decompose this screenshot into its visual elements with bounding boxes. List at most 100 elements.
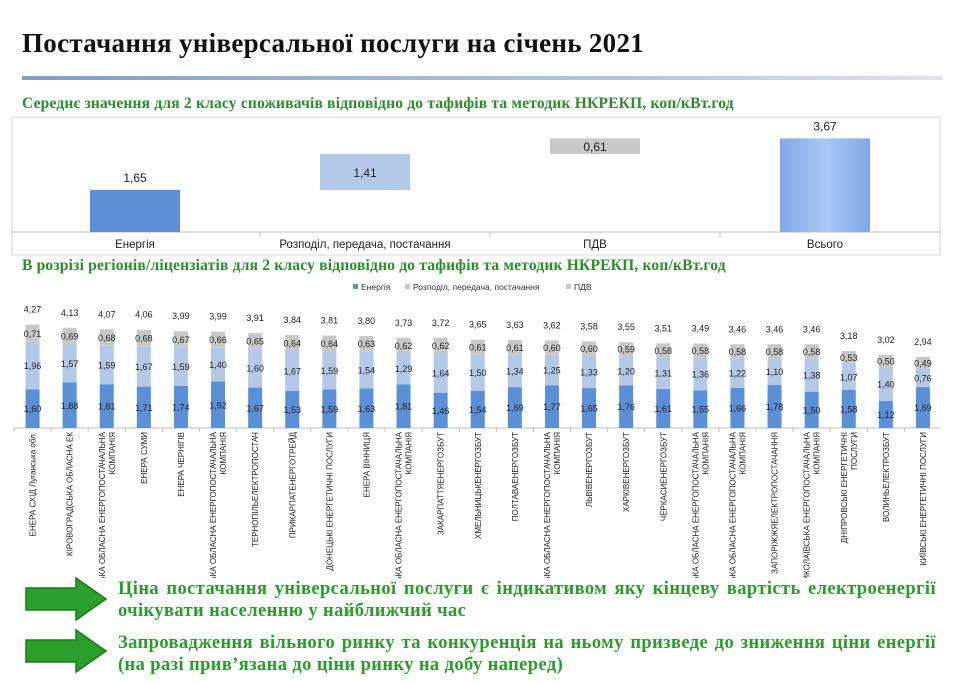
- bar-segment-vat: [285, 335, 300, 351]
- category-label-group: ПОЛТАВАЕНЕРГОЗБУТ: [511, 432, 520, 521]
- bar-segment-distribution: [841, 363, 856, 390]
- category-label-group: ХЕРСОНСЬКА ОБЛАСНА ЕНЕРГОПОСТАЧАЛЬНА КОМП…: [209, 431, 228, 578]
- data-label: 1,69: [506, 403, 524, 413]
- chart-frame: [11, 116, 941, 256]
- category-label-group: КИЇВСЬКА ОБЛАСНА ЕНЕРГОПОСТАЧАЛЬНА КОМПАН…: [728, 431, 747, 578]
- data-label: 1,65: [123, 171, 147, 185]
- total-label: 3,18: [840, 331, 858, 341]
- subtitle-average: Середнє значення для 2 класу споживачів …: [22, 95, 734, 112]
- bar-segment-distribution: [544, 354, 559, 386]
- bar-1: [320, 153, 410, 190]
- bar-segment-distribution: [322, 351, 337, 390]
- data-label: 1,50: [469, 368, 487, 378]
- subtitle-regions: В розрізі регіонів/ліцензіатів для 2 кла…: [22, 257, 726, 274]
- legend-swatch: [353, 284, 358, 289]
- arrow-right-icon: [25, 628, 108, 674]
- title-divider: [22, 76, 942, 80]
- data-label: 1,07: [840, 372, 858, 382]
- category-label: Розподіл, передача, постачання: [279, 239, 450, 251]
- data-label: 0,58: [654, 346, 672, 356]
- data-label: 0,63: [358, 339, 376, 349]
- category-label-group: ДНІПРОВСЬКІ ЕНЕРГЕТИЧНІ ПОСЛУГИ: [840, 432, 859, 543]
- bar-segment-distribution: [693, 357, 708, 391]
- bar-segment-distribution: [730, 358, 745, 388]
- category-label-group: ЖИТОМИРСЬКА ОБЛАСНА ЕНЕРГОПОСТАЧАЛЬНА КОМ…: [98, 431, 117, 578]
- total-label: 4,07: [98, 309, 116, 319]
- total-label: 3,63: [506, 320, 524, 330]
- category-label: КОМПАНІЯ: [701, 432, 710, 475]
- category-label-group: ЗАКАРПАТТЯЕНЕРГОЗБУТ: [437, 432, 446, 535]
- data-label: 1,76: [617, 402, 635, 412]
- total-label: 4,13: [61, 308, 79, 318]
- data-label: 1,33: [580, 367, 598, 377]
- message-1: Ціна постачання універсальної послуги є …: [118, 579, 936, 621]
- category-label: ДОНЕЦЬКІ ЕНЕРГЕТИЧНІ ПОСЛУГИ: [325, 432, 334, 571]
- category-label: ОДЕСЬКА ОБЛАСНА ЕНЕРГОПОСТАЧАЛЬНА: [543, 431, 552, 578]
- bar-segment-energy: [507, 387, 522, 428]
- legend-label: Розподіл, передача, постачання: [413, 282, 540, 292]
- category-label-group: ТЕРНОПІЛЬЕЛЕКТРОПОСТАЧ: [251, 432, 260, 547]
- arrow-right-icon: [25, 576, 108, 622]
- data-label: 1,41: [353, 166, 377, 180]
- bar-segment-energy: [173, 385, 188, 428]
- total-label: 3,62: [543, 320, 561, 330]
- data-label: 0,60: [580, 344, 598, 354]
- data-label: 1,71: [135, 403, 153, 413]
- total-label: 3,65: [469, 320, 487, 330]
- bar-segment-distribution: [470, 354, 485, 391]
- bar-segment-vat: [767, 344, 782, 359]
- category-label: КОМПАНІЯ: [405, 432, 414, 475]
- bar-segment-vat: [359, 336, 374, 352]
- bar-segment-energy: [322, 389, 337, 428]
- bar-segment-vat: [470, 339, 485, 355]
- bar-segment-distribution: [433, 352, 448, 393]
- category-label: КИЇВСЬКІ ЕНЕРГЕТИЧНІ ПОСЛУГИ: [919, 432, 928, 566]
- category-label: ЗАКАРПАТТЯЕНЕРГОЗБУТ: [437, 432, 446, 535]
- bar-segment-energy: [841, 389, 856, 428]
- data-label: 1,22: [729, 369, 747, 379]
- category-label-group: ЧЕРНІВЕЦЬКА ОБЛАСНА ЕНЕРГОПОСТАЧАЛЬНА КОМ…: [691, 431, 710, 578]
- data-label: 1,10: [766, 367, 784, 377]
- bar-segment-energy: [396, 384, 411, 428]
- category-label: РІВНЕНСЬКА ОБЛАСНА ЕНЕРГОПОСТАЧАЛЬНА: [395, 431, 404, 578]
- data-label: 0,68: [135, 333, 153, 343]
- total-label: 3,91: [246, 313, 264, 323]
- bar-segment-vat: [322, 335, 337, 352]
- category-label-group: КІРОВОГРАДСЬКА ОБЛАСНА ЕК: [66, 432, 75, 556]
- data-label: 1,59: [321, 366, 339, 376]
- bar-segment-energy: [767, 384, 782, 428]
- bar-segment-vat: [173, 331, 188, 348]
- bar-segment-distribution: [62, 344, 77, 383]
- bar-segment-vat: [396, 337, 411, 353]
- data-label: 1,81: [395, 402, 413, 412]
- waterfall-chart: 1,65 Енергія 1,41 Розподіл, передача, поста…: [11, 116, 941, 256]
- bar-segment-distribution: [656, 357, 671, 390]
- data-label: 1,55: [692, 405, 710, 415]
- category-label: КІРОВОГРАДСЬКА ОБЛАСНА ЕК: [66, 432, 75, 556]
- category-label-group: ОДЕСЬКА ОБЛАСНА ЕНЕРГОПОСТАЧАЛЬНА КОМПАНІ…: [543, 431, 562, 578]
- data-label: 1,78: [766, 402, 784, 412]
- category-label-group: ПРИКАРПАТЕНЕРГОТРЕЙД: [288, 431, 297, 538]
- category-label: КОМПАНІЯ: [219, 432, 228, 475]
- data-label: 0,64: [283, 338, 301, 348]
- category-label: Всього: [807, 239, 843, 251]
- bar-segment-energy: [359, 388, 374, 428]
- data-label: 1,59: [172, 362, 190, 372]
- data-label: 0,62: [432, 341, 450, 351]
- category-label: КОМПАНІЯ: [108, 432, 117, 475]
- bar-segment-distribution: [396, 352, 411, 385]
- data-label: 1,66: [729, 403, 747, 413]
- data-label: 1,54: [469, 405, 487, 415]
- category-label: ЧЕРКАСИЕНЕРГОЗБУТ: [659, 432, 668, 521]
- data-label: 0,49: [914, 358, 932, 368]
- data-label: 0,66: [209, 335, 227, 345]
- category-label: ПДВ: [583, 239, 607, 251]
- category-label: ЕНЕРА СУМИ: [140, 432, 149, 484]
- category-label-group: ВОЛИНЬЕЛЕКТРОЗБУТ: [882, 432, 891, 522]
- data-label: 1,25: [543, 366, 561, 376]
- data-label: 1,60: [24, 404, 42, 414]
- category-label: ПОСЛУГИ: [850, 432, 859, 470]
- data-label: 0,61: [583, 140, 607, 154]
- category-label-group: ЕНЕРА ЧЕРНІГІВ: [177, 432, 186, 497]
- bar-segment-vat: [804, 344, 819, 359]
